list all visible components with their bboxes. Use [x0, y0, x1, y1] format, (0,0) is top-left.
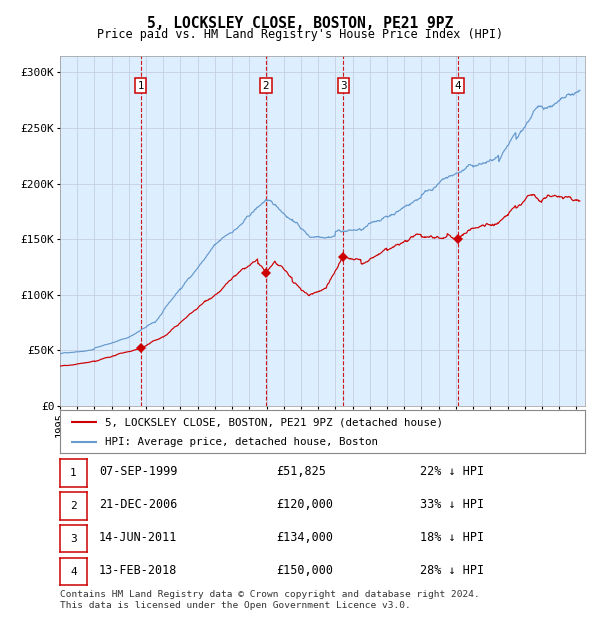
- Text: 4: 4: [455, 81, 461, 91]
- Text: 1: 1: [70, 468, 77, 478]
- Text: 13-FEB-2018: 13-FEB-2018: [99, 564, 178, 577]
- Text: 21-DEC-2006: 21-DEC-2006: [99, 498, 178, 511]
- Text: Contains HM Land Registry data © Crown copyright and database right 2024.
This d: Contains HM Land Registry data © Crown c…: [60, 590, 480, 609]
- Text: £134,000: £134,000: [276, 531, 333, 544]
- Text: 28% ↓ HPI: 28% ↓ HPI: [420, 564, 484, 577]
- Text: 3: 3: [340, 81, 346, 91]
- Text: 14-JUN-2011: 14-JUN-2011: [99, 531, 178, 544]
- Text: 5, LOCKSLEY CLOSE, BOSTON, PE21 9PZ (detached house): 5, LOCKSLEY CLOSE, BOSTON, PE21 9PZ (det…: [104, 417, 443, 427]
- Text: 22% ↓ HPI: 22% ↓ HPI: [420, 466, 484, 478]
- Text: £51,825: £51,825: [276, 466, 326, 478]
- Text: £120,000: £120,000: [276, 498, 333, 511]
- Text: £150,000: £150,000: [276, 564, 333, 577]
- Text: 18% ↓ HPI: 18% ↓ HPI: [420, 531, 484, 544]
- Text: 2: 2: [70, 501, 77, 511]
- Text: 07-SEP-1999: 07-SEP-1999: [99, 466, 178, 478]
- Text: 2: 2: [263, 81, 269, 91]
- Text: 1: 1: [137, 81, 144, 91]
- Text: 3: 3: [70, 534, 77, 544]
- Text: 5, LOCKSLEY CLOSE, BOSTON, PE21 9PZ: 5, LOCKSLEY CLOSE, BOSTON, PE21 9PZ: [147, 16, 453, 30]
- Text: Price paid vs. HM Land Registry's House Price Index (HPI): Price paid vs. HM Land Registry's House …: [97, 28, 503, 41]
- Text: 33% ↓ HPI: 33% ↓ HPI: [420, 498, 484, 511]
- Text: HPI: Average price, detached house, Boston: HPI: Average price, detached house, Bost…: [104, 437, 377, 447]
- Text: 4: 4: [70, 567, 77, 577]
